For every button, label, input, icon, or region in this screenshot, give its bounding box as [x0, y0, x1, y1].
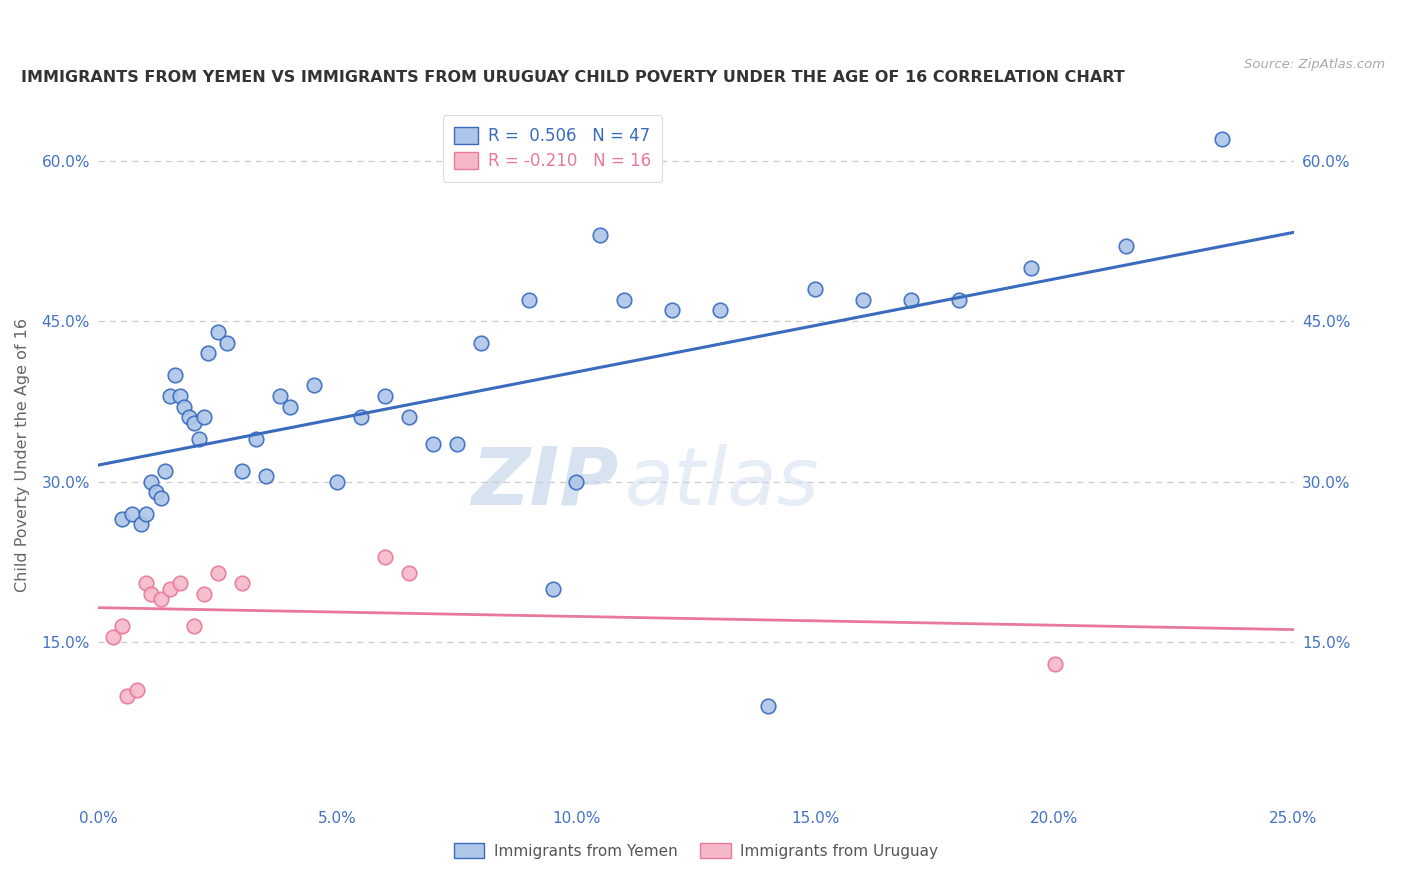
- Text: ZIP: ZIP: [471, 443, 619, 522]
- Point: [163, 368, 186, 382]
- Point: [350, 410, 373, 425]
- Point: [948, 293, 970, 307]
- Point: [159, 582, 181, 596]
- Legend: Immigrants from Yemen, Immigrants from Uruguay: Immigrants from Yemen, Immigrants from U…: [447, 837, 945, 864]
- Point: [149, 491, 172, 505]
- Point: [183, 619, 205, 633]
- Point: [398, 410, 420, 425]
- Point: [254, 469, 277, 483]
- Point: [207, 325, 229, 339]
- Point: [139, 587, 162, 601]
- Point: [1043, 657, 1066, 671]
- Point: [125, 683, 148, 698]
- Point: [217, 335, 239, 350]
- Point: [183, 416, 205, 430]
- Point: [1115, 239, 1137, 253]
- Point: [197, 346, 219, 360]
- Point: [135, 576, 157, 591]
- Point: [231, 464, 253, 478]
- Point: [398, 566, 420, 580]
- Point: [169, 576, 191, 591]
- Point: [446, 437, 468, 451]
- Point: [541, 582, 564, 596]
- Point: [900, 293, 922, 307]
- Point: [470, 335, 492, 350]
- Text: IMMIGRANTS FROM YEMEN VS IMMIGRANTS FROM URUGUAY CHILD POVERTY UNDER THE AGE OF : IMMIGRANTS FROM YEMEN VS IMMIGRANTS FROM…: [21, 70, 1125, 85]
- Point: [589, 228, 612, 243]
- Point: [169, 389, 191, 403]
- Point: [661, 303, 683, 318]
- Point: [101, 630, 124, 644]
- Y-axis label: Child Poverty Under the Age of 16: Child Poverty Under the Age of 16: [15, 318, 31, 592]
- Text: Source: ZipAtlas.com: Source: ZipAtlas.com: [1244, 58, 1385, 71]
- Point: [422, 437, 444, 451]
- Point: [302, 378, 325, 392]
- Point: [756, 699, 779, 714]
- Point: [111, 512, 134, 526]
- Point: [111, 619, 134, 633]
- Point: [245, 432, 267, 446]
- Point: [613, 293, 636, 307]
- Point: [193, 410, 215, 425]
- Point: [231, 576, 253, 591]
- Point: [269, 389, 291, 403]
- Point: [374, 389, 396, 403]
- Point: [207, 566, 229, 580]
- Point: [1211, 132, 1233, 146]
- Point: [709, 303, 731, 318]
- Point: [155, 464, 177, 478]
- Point: [173, 400, 195, 414]
- Text: atlas: atlas: [624, 443, 820, 522]
- Point: [278, 400, 301, 414]
- Point: [145, 485, 167, 500]
- Point: [565, 475, 588, 489]
- Point: [159, 389, 181, 403]
- Point: [193, 587, 215, 601]
- Point: [187, 432, 209, 446]
- Point: [149, 592, 172, 607]
- Point: [131, 517, 153, 532]
- Point: [139, 475, 162, 489]
- Point: [179, 410, 201, 425]
- Point: [517, 293, 540, 307]
- Point: [804, 282, 827, 296]
- Point: [326, 475, 349, 489]
- Point: [121, 507, 143, 521]
- Point: [135, 507, 157, 521]
- Point: [852, 293, 875, 307]
- Point: [1019, 260, 1042, 275]
- Point: [115, 689, 138, 703]
- Point: [374, 549, 396, 564]
